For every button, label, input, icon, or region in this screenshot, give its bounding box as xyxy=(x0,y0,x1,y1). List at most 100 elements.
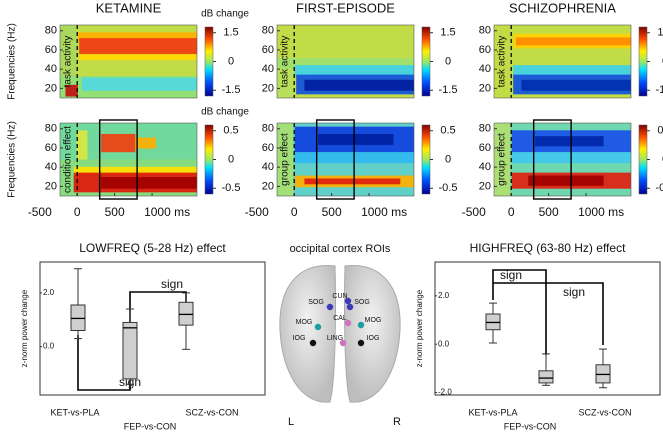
colorbar xyxy=(638,26,648,97)
time-window xyxy=(315,119,355,200)
roi-dot xyxy=(314,323,322,331)
x-tick-label: SCZ-vs-CON xyxy=(186,407,239,417)
y-tick-label: 40 xyxy=(45,161,57,173)
colorbar-tick-label: 0 xyxy=(662,153,663,165)
heatmap-frame xyxy=(493,24,632,99)
heatmap-region xyxy=(79,38,197,55)
heatmap-region xyxy=(135,137,156,149)
inner-label: group effect xyxy=(497,133,508,186)
colorbar-tick-label: 0 xyxy=(445,55,451,67)
heatmap-frame xyxy=(59,122,198,197)
heatmap xyxy=(59,122,198,197)
x-tick-label: KET-vs-PLA xyxy=(468,407,517,417)
y-axis-label: Frequencies (Hz) xyxy=(7,23,18,100)
y-tick-label: 20 xyxy=(479,180,491,192)
y-tick-label: 60 xyxy=(45,142,57,154)
roi-label: IOG xyxy=(367,335,380,342)
colorbar-tick-label: -0.5 xyxy=(656,182,663,194)
inner-label: group effect xyxy=(280,133,291,186)
heatmap-region xyxy=(294,65,414,77)
plot-title: LOWFREQ (5-28 Hz) effect xyxy=(79,241,226,255)
annotation: sign xyxy=(563,285,585,299)
colorbar-tick-label: -1.5 xyxy=(222,84,241,96)
x-tick-label: -500 xyxy=(245,205,269,219)
y-tick-label: 40 xyxy=(479,161,491,173)
annotation: sign xyxy=(500,268,522,282)
colorbar xyxy=(421,26,431,97)
heatmap-region xyxy=(77,32,197,42)
x-tick-label: 1000 ms xyxy=(144,205,190,219)
roi-dot xyxy=(344,319,352,327)
x-tick-label: 1000 ms xyxy=(578,205,624,219)
x-tick-label: FEP-vs-CON xyxy=(504,421,557,431)
inner-label: condition effect xyxy=(63,126,74,193)
right-label: R xyxy=(393,416,401,428)
colorbar xyxy=(204,124,214,195)
colorbar-tick-label: -1.5 xyxy=(656,84,663,96)
y-tick-label: 0.0 xyxy=(43,342,55,351)
roi-dot xyxy=(346,303,354,311)
y-tick-label: 20 xyxy=(479,82,491,94)
heatmap-region xyxy=(494,123,511,196)
heatmap-region xyxy=(65,84,78,97)
colorbar-tick-label: 0 xyxy=(445,153,451,165)
x-tick-label: -500 xyxy=(462,205,486,219)
roi-dot xyxy=(357,339,365,347)
y-tick-label: 60 xyxy=(262,142,274,154)
left-hemisphere xyxy=(279,265,336,403)
heatmap-region xyxy=(515,37,631,46)
roi-label: MOG xyxy=(365,317,382,324)
y-tick-label: 80 xyxy=(479,123,491,135)
heatmap-region xyxy=(76,130,88,160)
y-tick-label: 2.0 xyxy=(43,288,55,297)
y-tick-label: 60 xyxy=(45,44,57,56)
y-tick-label: 40 xyxy=(479,63,491,75)
roi-dot xyxy=(326,303,334,311)
heatmap xyxy=(493,24,632,99)
y-tick-label: -2.0 xyxy=(438,388,452,397)
heatmap-frame xyxy=(276,122,415,197)
roi-label: MOG xyxy=(296,319,313,326)
y-tick-label: 80 xyxy=(262,123,274,135)
heatmap-region xyxy=(535,136,604,147)
x-tick-label: 1000 ms xyxy=(361,205,407,219)
y-axis-label: z-norm power change xyxy=(20,289,29,367)
heatmap-region xyxy=(528,175,604,186)
roi-label: LING xyxy=(327,335,343,342)
colorbar-tick-label: 1.5 xyxy=(223,27,238,39)
left-label: L xyxy=(288,416,294,428)
y-tick-label: 40 xyxy=(262,161,274,173)
roi-label: SOG xyxy=(308,299,324,306)
significance-bracket xyxy=(492,269,604,355)
colorbar-tick-label: 1.5 xyxy=(657,27,663,39)
x-tick-label: 500 xyxy=(539,205,559,219)
annotation: sign xyxy=(161,277,183,291)
x-tick-label: SCZ-vs-CON xyxy=(579,407,632,417)
heatmap xyxy=(276,24,415,99)
plot-frame xyxy=(39,261,266,396)
heatmap-region xyxy=(277,57,414,69)
colorbar-tick-label: 0.5 xyxy=(440,125,455,137)
y-tick-label: 20 xyxy=(262,180,274,192)
heatmap-frame xyxy=(59,24,198,99)
time-window xyxy=(98,119,138,200)
heatmap-region xyxy=(277,68,294,98)
roi-dot xyxy=(309,339,317,347)
colorbar-tick-label: 0 xyxy=(662,55,663,67)
y-tick-label: 80 xyxy=(45,25,57,37)
inner-label: task activity xyxy=(497,36,508,88)
plot-title: HIGHFREQ (63-80 Hz) effect xyxy=(470,241,626,255)
y-tick-label: 80 xyxy=(45,123,57,135)
y-tick-label: 40 xyxy=(45,63,57,75)
time-window xyxy=(532,119,572,200)
colorbar-tick-label: -1.5 xyxy=(439,84,458,96)
heatmap-region xyxy=(304,178,401,185)
colorbar-tick-label: 0.5 xyxy=(223,125,238,137)
y-tick-label: 0.0 xyxy=(438,339,450,348)
colorbar-tick-label: 0 xyxy=(228,55,234,67)
heatmap-region xyxy=(73,166,197,175)
y-axis-label: Frequencies (Hz) xyxy=(7,121,18,198)
x-tick-label: FEP-vs-CON xyxy=(124,421,177,431)
y-tick-label: 60 xyxy=(479,44,491,56)
